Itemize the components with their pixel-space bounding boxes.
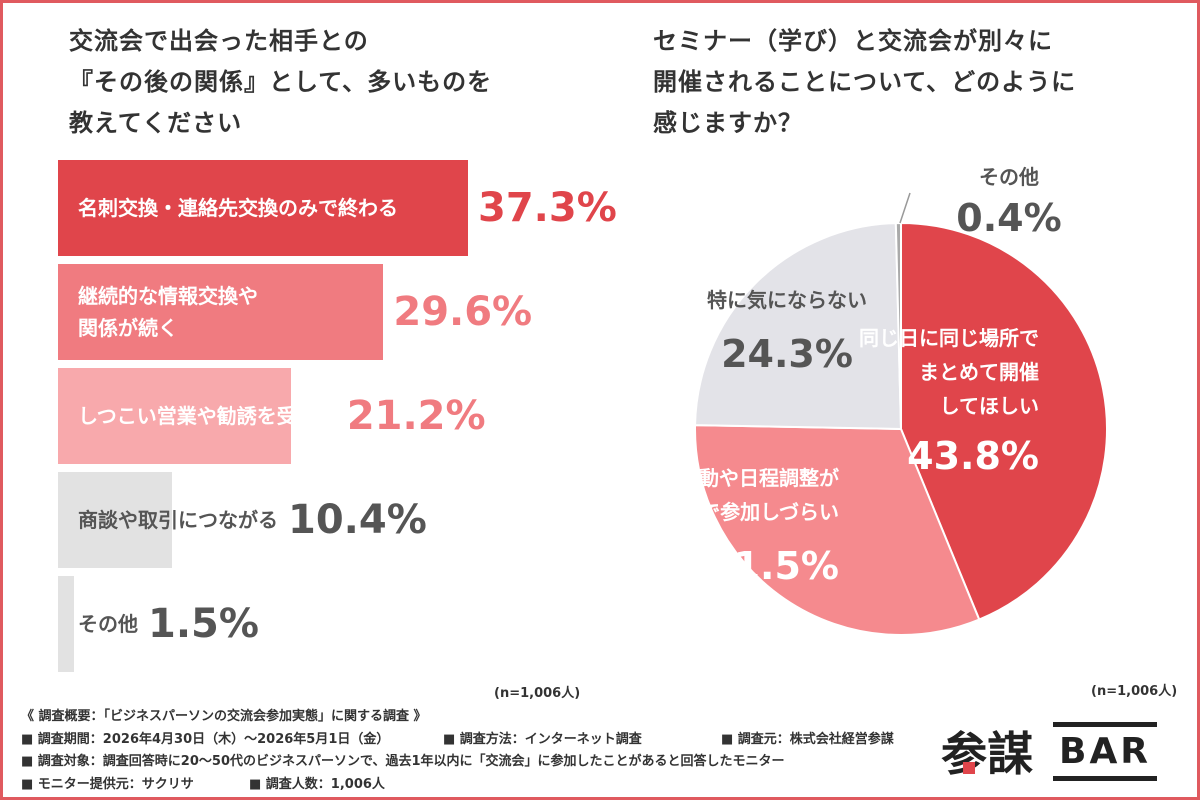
- bar-category-line: 継続的な情報交換や: [78, 284, 258, 308]
- title-line: セミナー（学び）と交流会が別々に: [653, 27, 1053, 55]
- pie-slice-label: してほしい: [940, 394, 1039, 418]
- pie-chart-title: セミナー（学び）と交流会が別々に 開催されることについて、どのように 感じますか…: [653, 21, 1076, 144]
- survey-source: ■ 調査元：株式会社経営参謀: [721, 731, 894, 747]
- bar-chart-title: 交流会で出会った相手との 『その後の関係』として、多いものを 教えてください: [69, 21, 492, 144]
- pie-slice-value: 31.5%: [707, 544, 839, 588]
- survey-method: ■ 調査方法：インターネット調査: [443, 731, 642, 747]
- bar-sample-size: (n=1,006人): [494, 686, 581, 701]
- bar-value-label: 29.6%: [393, 289, 533, 335]
- bar-category-label: 名刺交換・連絡先交換のみで終わる: [78, 160, 398, 256]
- bar-category-label: 商談や取引につながる: [78, 472, 278, 568]
- bar-category-line: その他: [78, 612, 138, 636]
- pie-sample-size: (n=1,006人): [1091, 684, 1178, 699]
- summary-title: 《 調査概要：「ビジネスパーソンの交流会参加実態」に関する調査 》: [21, 709, 427, 724]
- brand-logo: 参謀 BAR: [941, 715, 1158, 787]
- bar-value-label: 37.3%: [478, 185, 617, 231]
- survey-count: ■ 調査人数：1,006人: [249, 776, 385, 792]
- pie-slice-label: 特に気にならない: [707, 288, 867, 312]
- pie-slice-label: 手間で参加しづらい: [660, 500, 839, 524]
- pie-slice: [694, 222, 903, 431]
- bar: [58, 160, 468, 256]
- pie-slice-value: 43.8%: [907, 434, 1039, 478]
- bar-category-line: しつこい営業や勧誘を受ける: [78, 404, 337, 428]
- bar: [58, 368, 292, 464]
- bar-category-line: 商談や取引につながる: [78, 508, 278, 532]
- pie-slice: [900, 221, 1108, 621]
- pie-slice-label: 同じ日に同じ場所で: [859, 326, 1039, 350]
- title-line: 開催されることについて、どのように: [653, 68, 1077, 96]
- title-line: 感じますか？: [653, 109, 803, 137]
- leader-line: [899, 192, 911, 224]
- bar-category-label: 継続的な情報交換や 関係が続く: [78, 264, 258, 360]
- bar: [58, 264, 384, 360]
- bar-category-line: 名刺交換・連絡先交換のみで終わる: [78, 196, 398, 220]
- title-line: 交流会で出会った相手との: [69, 27, 369, 55]
- pie-slice-value: 0.4%: [956, 196, 1061, 240]
- title-line: 教えてください: [69, 109, 243, 137]
- bar-row: 継続的な情報交換や 関係が続く 29.6%: [58, 264, 638, 360]
- bar-row: その他 1.5%: [58, 576, 638, 672]
- title-line: 『その後の関係』として、多いものを: [69, 68, 493, 96]
- pie-slice-label: 移動や日程調整が: [679, 466, 839, 490]
- logo-bar-text: BAR: [1053, 721, 1158, 781]
- logo-kanji: 参謀: [941, 727, 1033, 781]
- monitor-provider: ■ モニター提供元：サクリサ: [21, 776, 194, 792]
- bar-row: 名刺交換・連絡先交換のみで終わる 37.3%: [58, 160, 638, 256]
- bar-row: しつこい営業や勧誘を受ける 21.2%: [58, 368, 638, 464]
- bar-category-label: しつこい営業や勧誘を受ける: [78, 368, 337, 464]
- pie-slice-value: 24.3%: [721, 332, 853, 376]
- bar: [58, 472, 173, 568]
- bar-value-label: 21.2%: [346, 393, 486, 439]
- survey-period: ■ 調査期間：2026年4月30日（木）〜2026年5月1日（金）: [21, 731, 390, 747]
- survey-target: ■ 調査対象：調査回答時に20〜50代のビジネスパーソンで、過去1年以内に「交流…: [21, 754, 785, 769]
- pie-slice: [894, 221, 902, 430]
- bar-category-label: その他: [78, 576, 138, 672]
- logo-accent: [963, 762, 975, 774]
- bar-value-label: 1.5%: [148, 601, 259, 647]
- bar-value-label: 10.4%: [288, 497, 427, 543]
- pie-slice-label: その他: [979, 165, 1039, 189]
- bar-row: 商談や取引につながる 10.4%: [58, 472, 638, 568]
- bar-category-line: 関係が続く: [78, 316, 178, 340]
- pie-slice-label: まとめて開催: [919, 360, 1039, 384]
- bar: [58, 576, 75, 672]
- bar-chart: 名刺交換・連絡先交換のみで終わる 37.3% 継続的な情報交換や 関係が続く 29.6%…: [58, 160, 638, 680]
- pie-slice: [694, 424, 981, 636]
